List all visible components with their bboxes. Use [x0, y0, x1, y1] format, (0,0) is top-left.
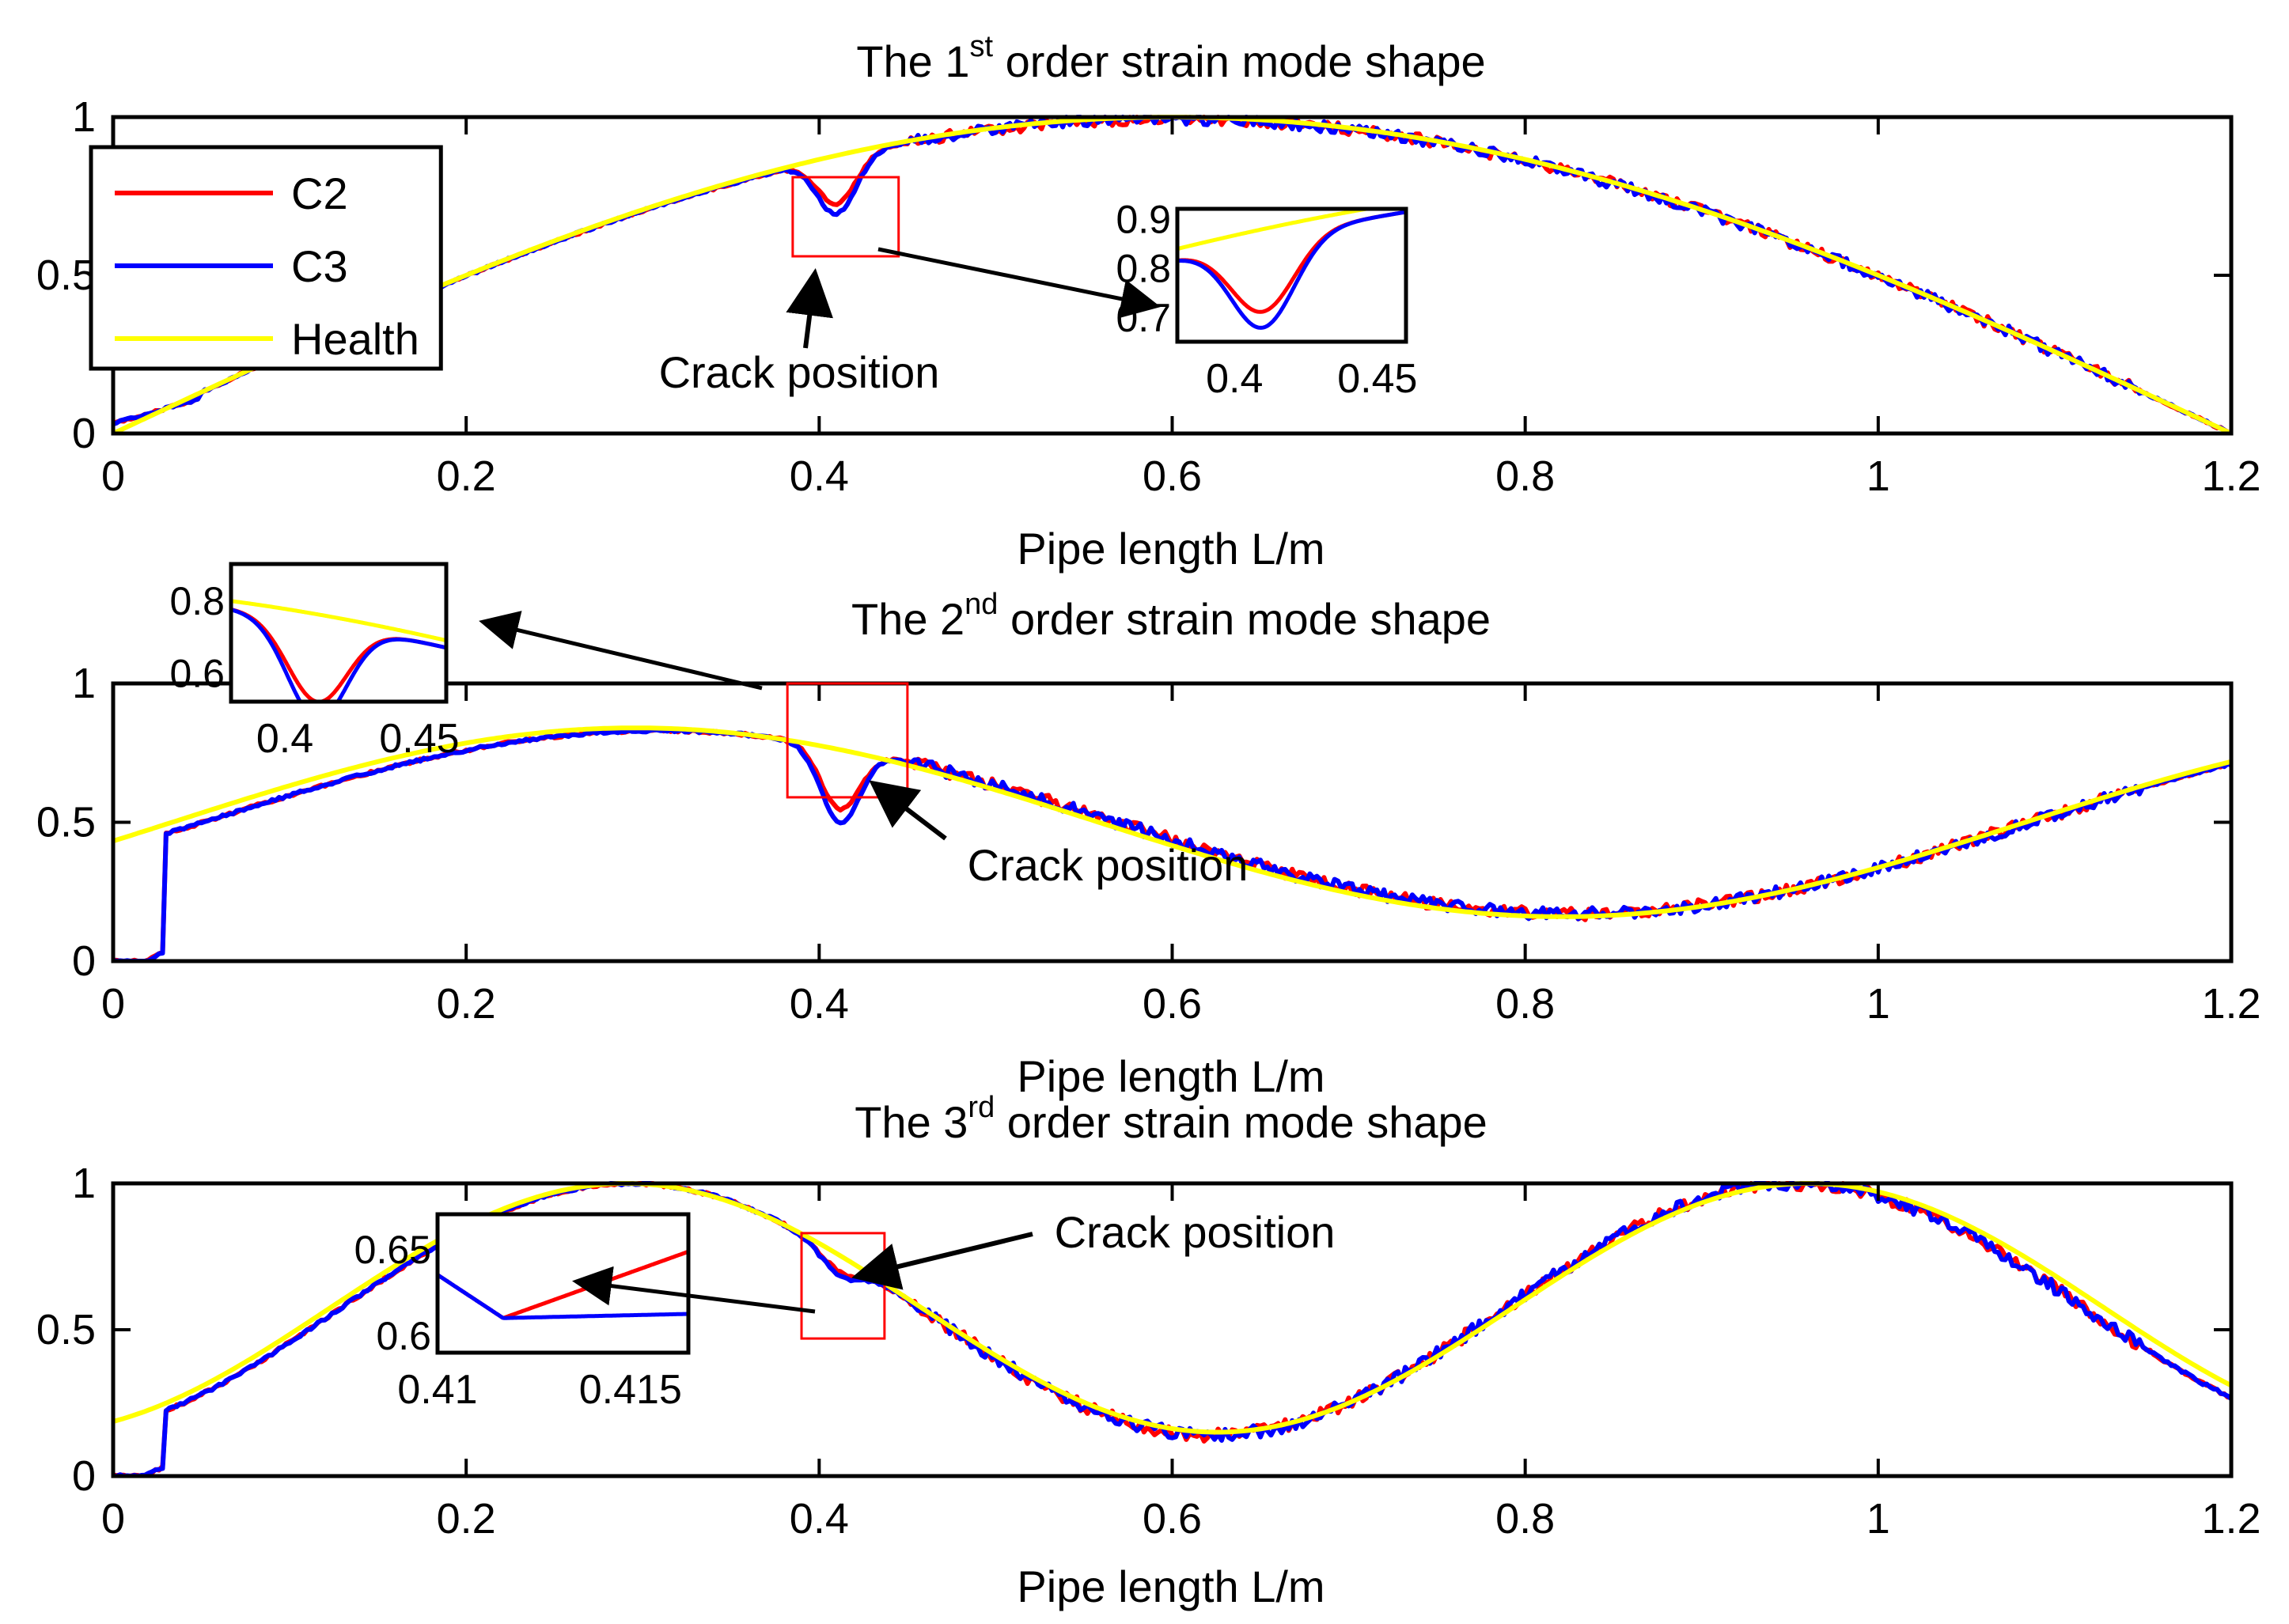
x-tick-label: 0.4 [790, 1495, 849, 1543]
inset-x-tick-label: 0.4 [1206, 356, 1263, 402]
x-tick-label: 0.8 [1495, 980, 1555, 1028]
x-tick-label: 0.2 [437, 980, 496, 1028]
inset-y-tick-label: 0.9 [1116, 197, 1171, 241]
inset-line-health [231, 599, 446, 643]
legend: C2 C3 Health [89, 145, 443, 371]
x-tick-label: 0.4 [790, 452, 849, 500]
y-tick-label: 0.5 [36, 252, 96, 299]
x-tick-label: 0 [101, 452, 125, 500]
data-lines [113, 725, 2231, 961]
inset-frame [435, 1212, 691, 1355]
inset-y-tick-label: 0.8 [1116, 247, 1171, 291]
crack-highlight-box [786, 682, 909, 799]
title-superscript: nd [964, 588, 998, 621]
title-text: order strain mode shape [998, 594, 1491, 644]
inset-x-tick-label: 0.4 [256, 716, 313, 762]
x-tick-label: 1 [1866, 1495, 1890, 1543]
inset-x-tick-label: 0.45 [1337, 356, 1417, 402]
y-tick-label: 1 [72, 1160, 96, 1207]
inset-line-health [1177, 209, 1378, 252]
y-tick-label: 0.5 [36, 1306, 96, 1353]
x-tick-label: 1 [1866, 980, 1890, 1028]
subplot-3: The 3rd order strain mode shape 0 0.2 0.4 0.… [36, 1058, 2261, 1611]
inset-y-tick-label: 0.8 [169, 579, 225, 623]
y-tick-label: 0.5 [36, 799, 96, 846]
x-axis-label: Pipe length L/m [1017, 524, 1325, 574]
inset-lines [1177, 209, 1406, 330]
crack-position-label: Crack position [659, 347, 940, 397]
inset-frame [229, 562, 449, 704]
y-tick-label: 1 [72, 660, 96, 707]
x-tick-label: 1.2 [2201, 452, 2261, 500]
subplot-title: The 2nd order strain mode shape [851, 588, 1491, 644]
inset-x-tick-label: 0.45 [379, 716, 459, 762]
title-text: order strain mode shape [995, 1097, 1487, 1147]
x-tick-label: 0 [101, 1495, 125, 1543]
x-tick-label: 0.4 [790, 980, 849, 1028]
y-tick-label: 0 [72, 937, 96, 985]
title-text: The 2 [851, 594, 964, 644]
y-tick-label: 0 [72, 1452, 96, 1500]
y-tick-label: 1 [72, 93, 96, 141]
crack-position-label: Crack position [968, 840, 1249, 890]
x-tick-label: 0.6 [1143, 452, 1202, 500]
subplot-title: The 1st order strain mode shape [856, 30, 1485, 86]
x-tick-label: 0.6 [1143, 980, 1202, 1028]
inset-line-health [438, 1058, 688, 1100]
zoom-inset: 0.41 0.415 0.6 0.65 [354, 1058, 691, 1413]
x-tick-label: 1.2 [2201, 980, 2261, 1028]
inset-line-c3 [1177, 210, 1406, 330]
crack-position-label: Crack position [1055, 1207, 1336, 1257]
x-tick-label: 0.8 [1495, 1495, 1555, 1543]
zoom-arrow [572, 1266, 816, 1314]
zoom-arrow [479, 611, 763, 691]
series-line-health [113, 725, 2231, 919]
crack-highlight-box [791, 176, 900, 258]
x-axis-label: Pipe length L/m [1017, 1051, 1325, 1101]
subplot-title: The 3rd order strain mode shape [855, 1091, 1487, 1147]
inset-lines [438, 1058, 688, 1320]
inset-line-c3 [438, 1273, 688, 1320]
inset-background [438, 1214, 688, 1353]
title-text: order strain mode shape [993, 36, 1486, 86]
x-tick-label: 1.2 [2201, 1495, 2261, 1543]
crack-arrow [851, 1232, 1033, 1290]
inset-y-tick-label: 0.6 [169, 651, 225, 695]
x-tick-label: 0.2 [437, 452, 496, 500]
title-superscript: st [970, 30, 994, 63]
inset-y-tick-label: 0.65 [354, 1228, 431, 1272]
inset-x-tick-label: 0.41 [397, 1367, 477, 1413]
legend-box [89, 145, 443, 371]
x-tick-label: 1 [1866, 452, 1890, 500]
x-tick-label: 0.8 [1495, 452, 1555, 500]
legend-label: C2 [291, 168, 348, 218]
title-text: The 1 [856, 36, 969, 86]
subplot-1: The 1st order strain mode shape 0 0.2 0.4 0.… [36, 30, 2261, 574]
crack-arrow [869, 780, 947, 841]
inset-frame [1175, 206, 1408, 344]
title-text: The 3 [855, 1097, 968, 1147]
y-tick-label: 0 [72, 410, 96, 457]
x-tick-label: 0 [101, 980, 125, 1028]
legend-label: Health [291, 314, 419, 364]
legend-label: C3 [291, 241, 348, 291]
x-tick-label: 0.2 [437, 1495, 496, 1543]
x-tick-label: 0.6 [1143, 1495, 1202, 1543]
zoom-arrow [877, 247, 1161, 319]
zoom-inset: 0.4 0.450.70.80.9 [1116, 197, 1417, 402]
zoom-inset: 0.4 0.45 0.6 0.8 [169, 562, 460, 762]
inset-x-tick-label: 0.415 [579, 1367, 682, 1413]
crack-arrow [786, 268, 833, 349]
title-superscript: rd [968, 1091, 995, 1124]
x-axis-label: Pipe length L/m [1017, 1562, 1325, 1611]
inset-y-tick-label: 0.6 [376, 1314, 431, 1358]
